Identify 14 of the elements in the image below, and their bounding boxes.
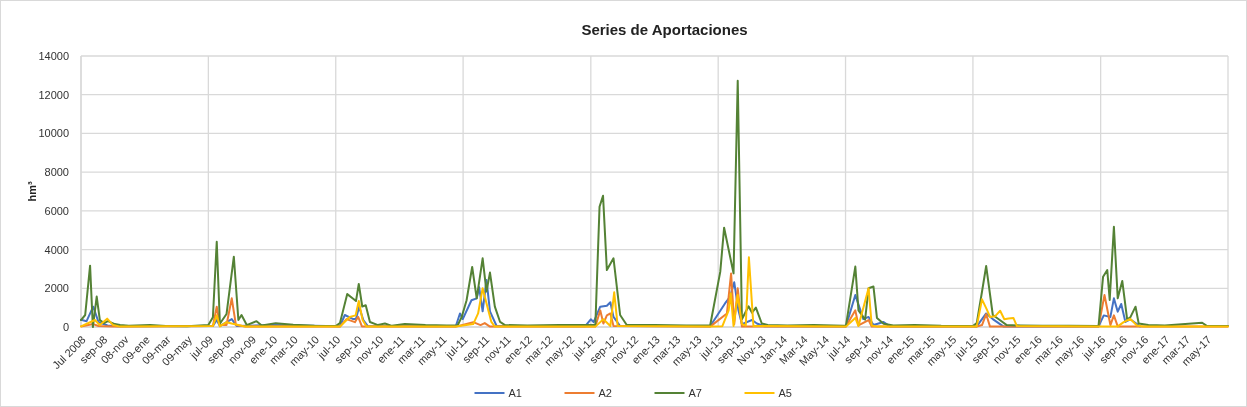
- y-tick-label: 6000: [44, 204, 69, 217]
- legend-label: A7: [688, 387, 702, 399]
- chart-title: Series de Aportaciones: [581, 21, 748, 38]
- y-tick-label: 8000: [44, 166, 69, 179]
- y-tick-label: 0: [62, 321, 69, 333]
- y-tick-label: 14000: [38, 50, 69, 62]
- y-tick-label: 12000: [38, 88, 69, 101]
- legend-label: A2: [598, 387, 612, 399]
- y-tick-label: 2000: [44, 282, 69, 295]
- legend-label: A1: [508, 387, 522, 399]
- y-axis-title: hm³: [26, 181, 38, 202]
- y-tick-label: 10000: [38, 127, 69, 140]
- y-tick-label: 4000: [44, 243, 69, 256]
- legend-label: A5: [778, 387, 792, 399]
